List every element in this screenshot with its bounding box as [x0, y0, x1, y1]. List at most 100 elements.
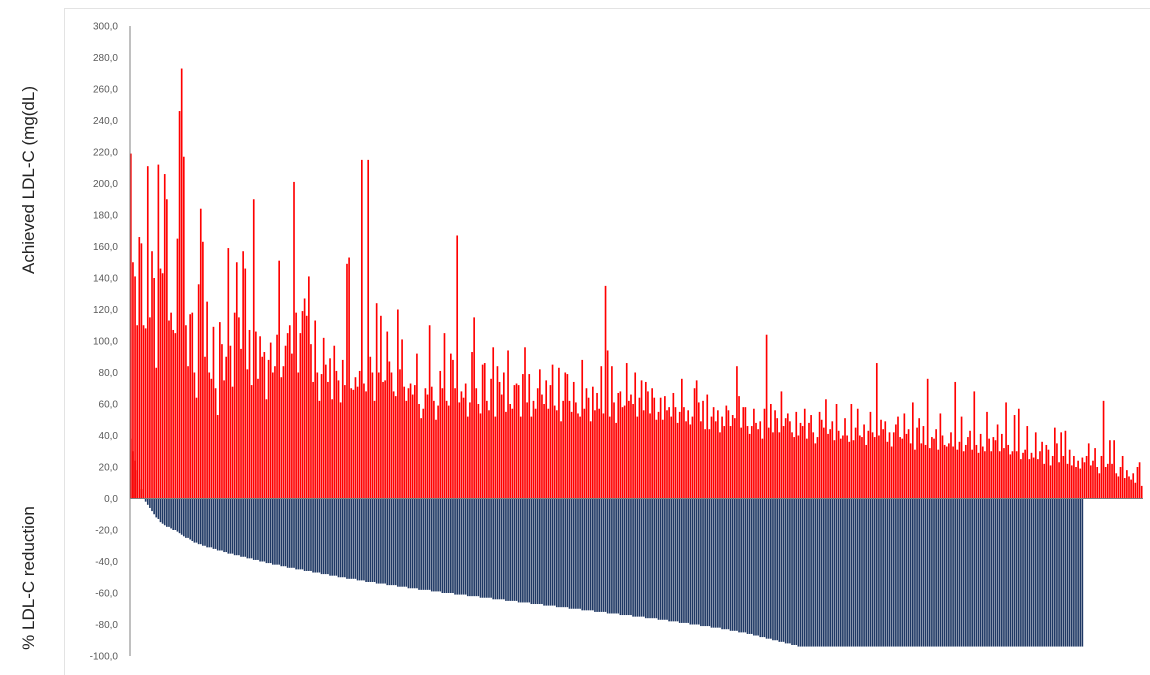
achieved-bar: [418, 404, 420, 499]
achieved-bar: [795, 411, 798, 499]
achieved-bar: [801, 426, 804, 499]
achieved-bar: [373, 400, 376, 499]
achieved-bar: [568, 400, 571, 499]
achieved-bar: [748, 433, 751, 499]
reduction-bar: [295, 498, 297, 570]
achieved-bar: [888, 432, 891, 499]
achieved-bar: [473, 317, 475, 499]
y-tick-label: 240,0: [93, 116, 118, 127]
reduction-bar: [265, 498, 268, 564]
reduction-bar: [602, 498, 605, 612]
achieved-bar: [1106, 463, 1109, 499]
achieved-bar: [738, 396, 740, 499]
reduction-bar: [1051, 498, 1054, 647]
achieved-bar: [1102, 400, 1105, 499]
reduction-bar: [276, 498, 278, 565]
achieved-bar: [1032, 457, 1035, 499]
reduction-bar: [736, 498, 738, 631]
achieved-bar: [753, 408, 755, 499]
reduction-bar: [216, 498, 219, 551]
achieved-bar: [187, 366, 189, 499]
achieved-bar: [772, 432, 774, 499]
reduction-bar: [1043, 498, 1046, 647]
reduction-bar: [242, 498, 244, 557]
achieved-bar: [935, 429, 937, 499]
achieved-bar: [619, 391, 622, 499]
achieved-bar: [363, 383, 365, 499]
reduction-bar: [916, 498, 918, 647]
reduction-bar: [566, 498, 569, 608]
achieved-bar: [252, 199, 255, 499]
reduction-bar: [570, 498, 573, 609]
achieved-bar: [899, 437, 901, 499]
achieved-bar: [598, 408, 600, 499]
reduction-bar: [1017, 498, 1020, 647]
reduction-bar: [399, 498, 401, 587]
achieved-bar: [689, 424, 692, 499]
reduction-bar: [479, 498, 482, 598]
achieved-bar: [284, 345, 287, 499]
achieved-bar: [763, 408, 766, 499]
reduction-bar: [1064, 498, 1067, 647]
achieved-bar: [846, 435, 848, 499]
achieved-bar: [867, 430, 870, 499]
reduction-bar: [1049, 498, 1052, 647]
reduction-bar: [267, 498, 270, 564]
achieved-bar: [939, 413, 942, 499]
reduction-bar: [803, 498, 806, 647]
reduction-bar: [517, 498, 520, 603]
achieved-bar: [166, 199, 168, 499]
achieved-bar: [214, 388, 217, 499]
reduction-bar: [305, 498, 308, 571]
achieved-bar: [854, 427, 857, 499]
achieved-bar: [261, 356, 264, 499]
reduction-bar: [346, 498, 348, 579]
reduction-bar: [621, 498, 624, 616]
reduction-bar: [371, 498, 374, 582]
achieved-bar: [721, 416, 723, 499]
reduction-bar: [299, 498, 302, 570]
achieved-bar: [269, 342, 272, 499]
reduction-bar: [882, 498, 884, 647]
achieved-bar: [784, 418, 787, 499]
reduction-bar: [583, 498, 586, 611]
reduction-bar: [712, 498, 715, 628]
reduction-bar: [473, 498, 475, 597]
reduction-bar: [651, 498, 653, 619]
reduction-bar: [420, 498, 422, 590]
achieved-bar: [180, 68, 183, 499]
reduction-bar: [681, 498, 683, 623]
reduction-bar: [848, 498, 851, 647]
achieved-bar: [553, 405, 556, 499]
achieved-bar: [244, 268, 247, 499]
achieved-bar: [159, 268, 162, 499]
reduction-bar: [185, 498, 187, 538]
achieved-bar: [863, 424, 865, 499]
achieved-bar: [291, 353, 293, 499]
reduction-bar: [199, 498, 202, 545]
achieved-bar: [1083, 462, 1086, 499]
reduction-bar: [672, 498, 675, 622]
reduction-bar: [816, 498, 819, 647]
achieved-bar: [852, 440, 855, 499]
reduction-bar: [341, 498, 344, 578]
reduction-bar: [585, 498, 588, 611]
achieved-bar: [382, 381, 384, 499]
reduction-bar: [403, 498, 406, 587]
reduction-bar: [969, 498, 971, 647]
y-tick-label: -100,0: [90, 652, 119, 663]
achieved-bar: [352, 389, 355, 499]
achieved-bar: [649, 413, 651, 499]
reduction-bar: [210, 498, 213, 548]
reduction-bar: [443, 498, 446, 593]
achieved-bar: [977, 452, 980, 499]
reduction-bar: [225, 498, 228, 553]
achieved-bar: [1075, 467, 1077, 499]
reduction-bar: [725, 498, 728, 630]
achieved-bar: [229, 345, 232, 499]
reduction-bar: [827, 498, 829, 647]
reduction-bar: [206, 498, 208, 548]
achieved-bar: [661, 419, 664, 499]
achieved-bar: [727, 410, 730, 499]
y-tick-label: 260,0: [93, 85, 118, 96]
